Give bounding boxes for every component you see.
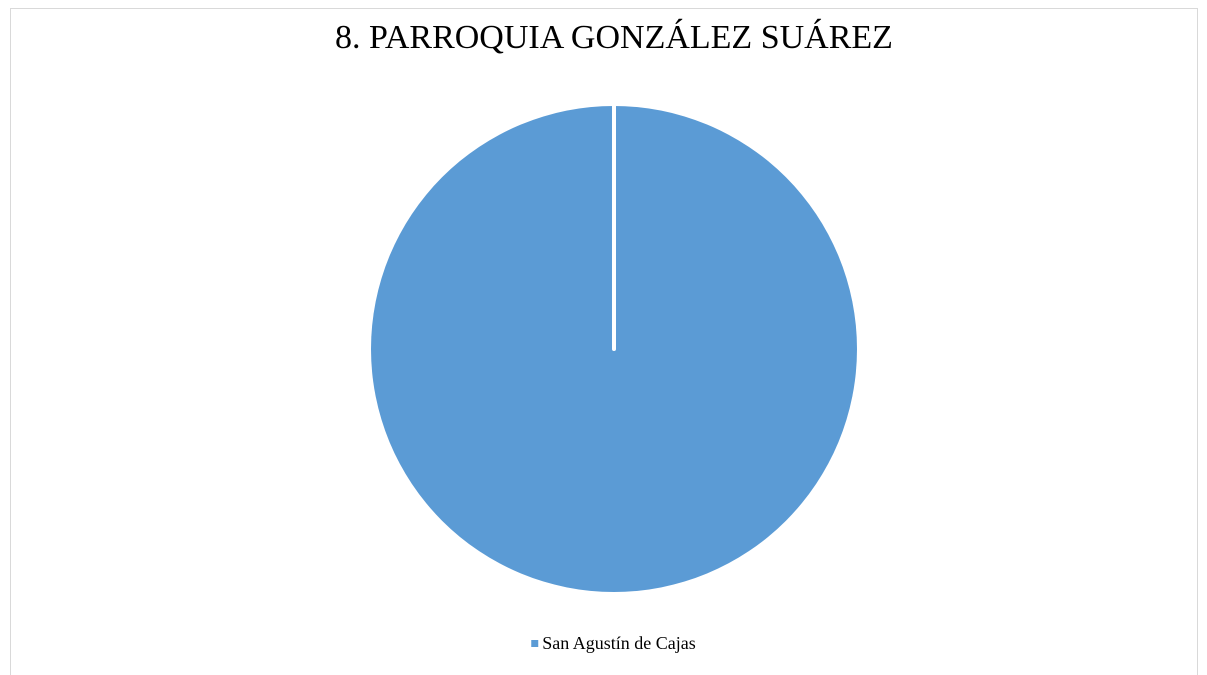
- chart-border: [10, 8, 1198, 675]
- legend-label: San Agustín de Cajas: [542, 633, 696, 653]
- chart-title: 8. PARROQUIA GONZÁLEZ SUÁREZ: [335, 19, 893, 56]
- legend: San Agustín de Cajas: [531, 633, 696, 653]
- legend-marker: [531, 640, 539, 647]
